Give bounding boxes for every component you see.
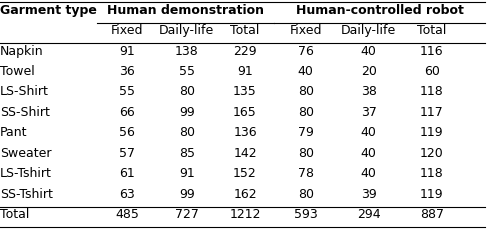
Text: 80: 80	[179, 126, 195, 139]
Text: 142: 142	[233, 147, 257, 160]
Text: SS-Tshirt: SS-Tshirt	[0, 188, 53, 201]
Text: Fixed: Fixed	[289, 24, 322, 37]
Text: Garment type: Garment type	[0, 4, 97, 17]
Text: 162: 162	[233, 188, 257, 201]
Text: Fixed: Fixed	[111, 24, 144, 37]
Text: 136: 136	[233, 126, 257, 139]
Text: 117: 117	[420, 106, 444, 119]
Text: 61: 61	[119, 167, 135, 180]
Text: 119: 119	[420, 188, 444, 201]
Text: 165: 165	[233, 106, 257, 119]
Text: 118: 118	[420, 167, 444, 180]
Text: 135: 135	[233, 85, 257, 98]
Text: 36: 36	[119, 65, 135, 78]
Text: 120: 120	[420, 147, 444, 160]
Text: 1212: 1212	[229, 208, 261, 221]
Text: 37: 37	[361, 106, 376, 119]
Text: 593: 593	[294, 208, 318, 221]
Text: 80: 80	[298, 188, 314, 201]
Text: LS-Shirt: LS-Shirt	[0, 85, 49, 98]
Text: 55: 55	[119, 85, 135, 98]
Text: 39: 39	[361, 188, 376, 201]
Text: Total: Total	[230, 24, 260, 37]
Text: 294: 294	[357, 208, 380, 221]
Text: Total: Total	[0, 208, 29, 221]
Text: Napkin: Napkin	[0, 45, 44, 58]
Text: 20: 20	[361, 65, 376, 78]
Text: 63: 63	[119, 188, 135, 201]
Text: 85: 85	[179, 147, 195, 160]
Text: 91: 91	[179, 167, 195, 180]
Text: 138: 138	[175, 45, 199, 58]
Text: 91: 91	[119, 45, 135, 58]
Text: LS-Tshirt: LS-Tshirt	[0, 167, 52, 180]
Text: 119: 119	[420, 126, 444, 139]
Text: 66: 66	[119, 106, 135, 119]
Text: 79: 79	[298, 126, 314, 139]
Text: Human-controlled robot: Human-controlled robot	[296, 4, 464, 17]
Text: 229: 229	[233, 45, 257, 58]
Text: Human demonstration: Human demonstration	[107, 4, 264, 17]
Text: Total: Total	[417, 24, 447, 37]
Text: 116: 116	[420, 45, 444, 58]
Text: Pant: Pant	[0, 126, 27, 139]
Text: 40: 40	[361, 45, 376, 58]
Text: 57: 57	[119, 147, 135, 160]
Text: Sweater: Sweater	[0, 147, 52, 160]
Text: 485: 485	[115, 208, 139, 221]
Text: 99: 99	[179, 106, 195, 119]
Text: 727: 727	[175, 208, 199, 221]
Text: 80: 80	[298, 106, 314, 119]
Text: 152: 152	[233, 167, 257, 180]
Text: 887: 887	[420, 208, 444, 221]
Text: 80: 80	[298, 85, 314, 98]
Text: 40: 40	[361, 147, 376, 160]
Text: Towel: Towel	[0, 65, 35, 78]
Text: 55: 55	[179, 65, 195, 78]
Text: Daily-life: Daily-life	[341, 24, 396, 37]
Text: 40: 40	[361, 126, 376, 139]
Text: 91: 91	[237, 65, 253, 78]
Text: 40: 40	[298, 65, 314, 78]
Text: SS-Shirt: SS-Shirt	[0, 106, 50, 119]
Text: 38: 38	[361, 85, 376, 98]
Text: Daily-life: Daily-life	[159, 24, 214, 37]
Text: 80: 80	[298, 147, 314, 160]
Text: 56: 56	[119, 126, 135, 139]
Text: 60: 60	[424, 65, 440, 78]
Text: 118: 118	[420, 85, 444, 98]
Text: 99: 99	[179, 188, 195, 201]
Text: 80: 80	[179, 85, 195, 98]
Text: 40: 40	[361, 167, 376, 180]
Text: 76: 76	[298, 45, 314, 58]
Text: 78: 78	[298, 167, 314, 180]
